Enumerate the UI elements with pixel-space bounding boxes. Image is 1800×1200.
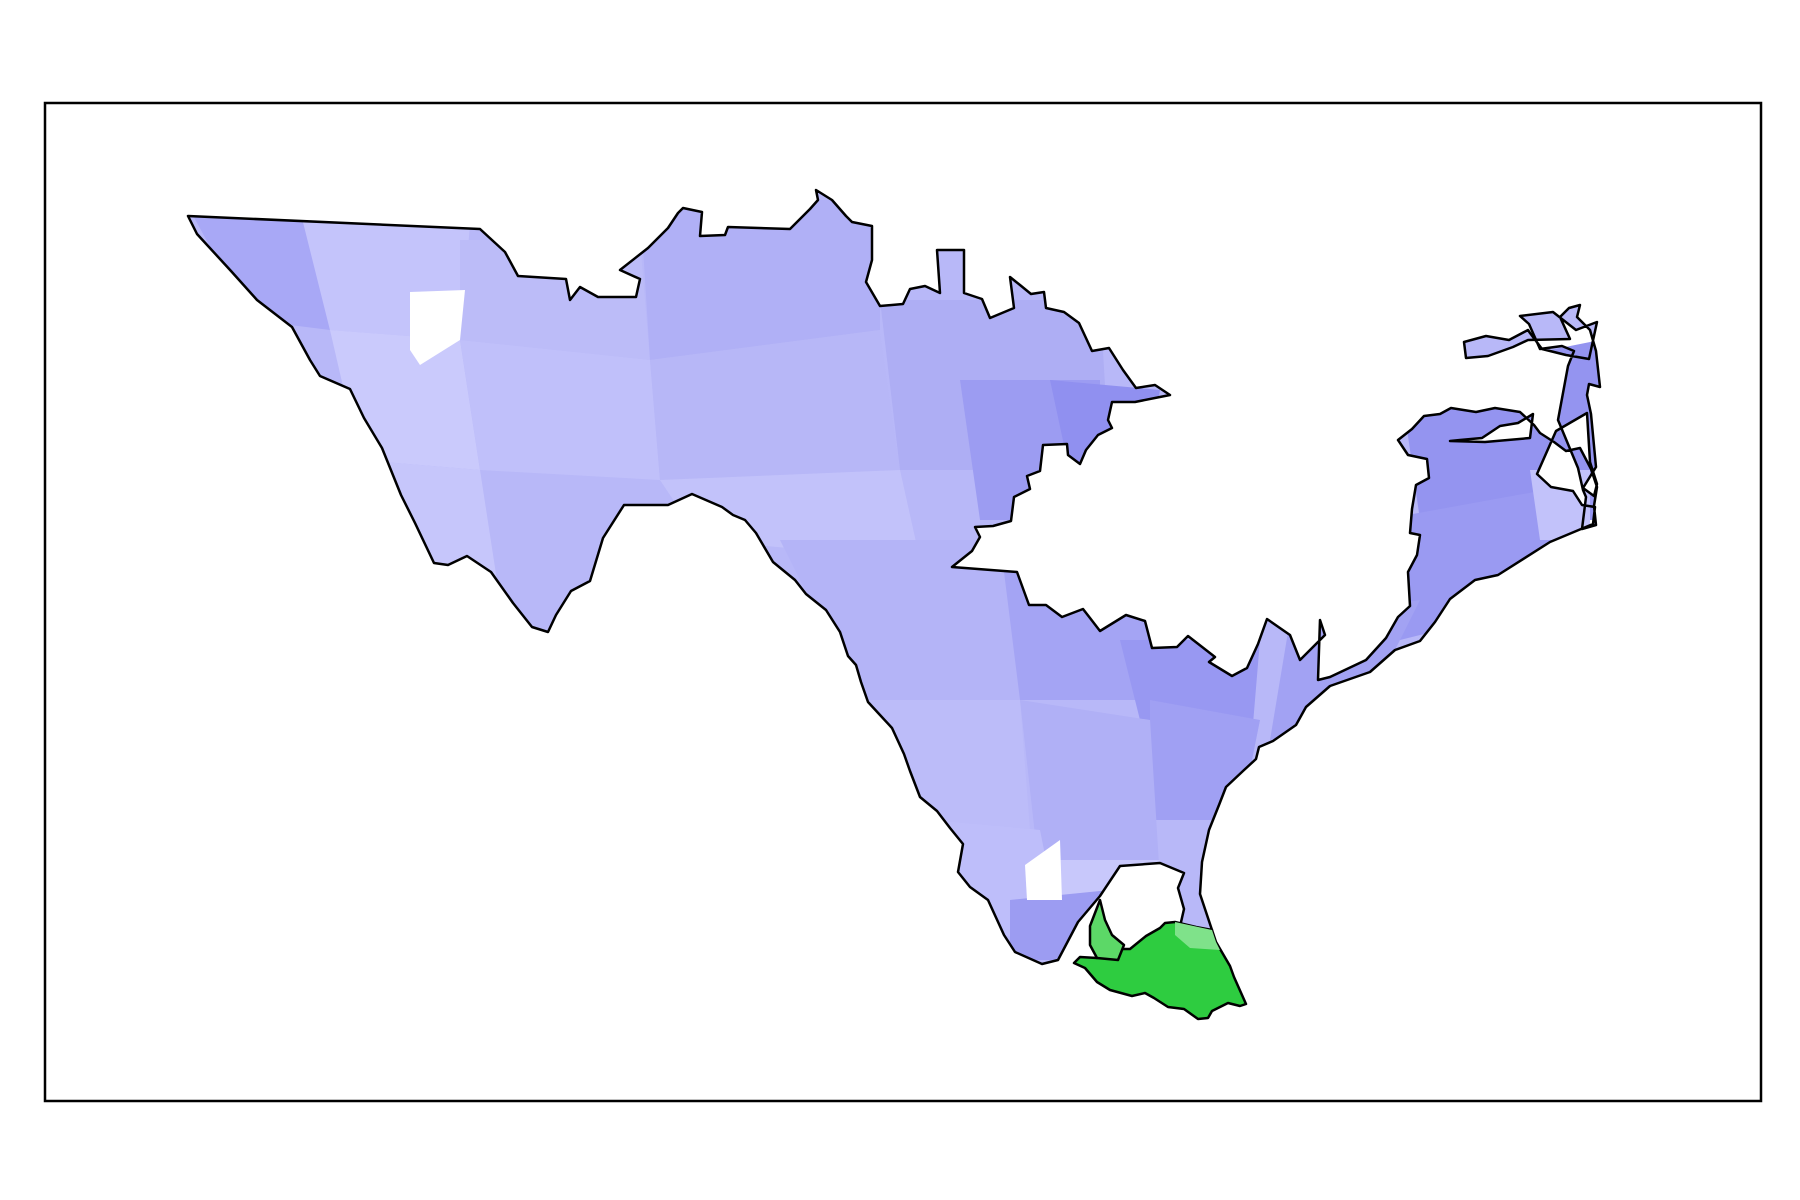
blue-district-precincts	[190, 200, 1600, 960]
green-district-west	[1088, 898, 1126, 962]
blue-district-gap-north	[410, 290, 465, 365]
green-district	[1072, 898, 1248, 1021]
blue-district-gap-south	[1025, 840, 1062, 900]
map-frame	[43, 101, 1763, 1103]
green-district-highlight	[1175, 922, 1220, 950]
blue-district	[186, 188, 1602, 966]
